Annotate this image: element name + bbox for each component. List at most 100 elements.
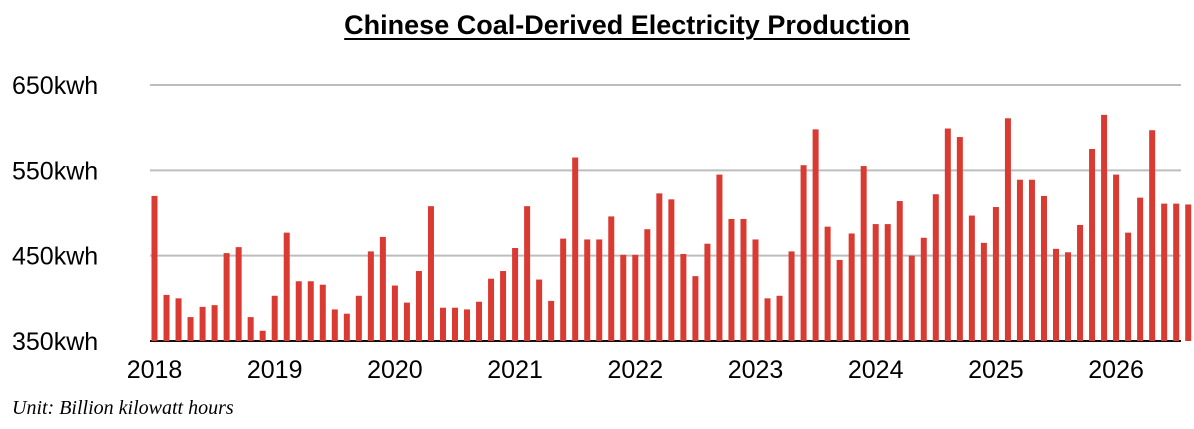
unit-note: Unit: Billion kilowatt hours xyxy=(12,397,234,419)
bar xyxy=(488,278,495,341)
bar xyxy=(1040,195,1047,341)
bar xyxy=(596,239,603,341)
bar xyxy=(524,206,531,341)
bar xyxy=(776,295,783,341)
bar xyxy=(572,157,579,341)
bar xyxy=(1161,203,1168,341)
bar xyxy=(319,284,326,341)
bar xyxy=(536,279,543,341)
x-tick-label: 2021 xyxy=(487,356,543,384)
bar xyxy=(668,199,675,341)
bar xyxy=(1173,203,1180,341)
bar xyxy=(968,215,975,341)
bar xyxy=(1065,252,1072,341)
bar xyxy=(740,218,747,341)
bar xyxy=(680,253,687,341)
bar xyxy=(476,301,483,341)
bar xyxy=(415,271,422,341)
bar xyxy=(860,166,867,341)
x-tick-label: 2025 xyxy=(968,356,1024,384)
bar xyxy=(512,247,519,341)
bar xyxy=(391,285,398,341)
y-tick-label: 350kwh xyxy=(12,328,98,356)
x-tick-label: 2020 xyxy=(367,356,423,384)
bar xyxy=(367,251,374,341)
bar xyxy=(704,243,711,341)
bar xyxy=(692,276,699,341)
x-tick-label: 2019 xyxy=(247,356,303,384)
x-tick-label: 2023 xyxy=(728,356,784,384)
bar xyxy=(608,216,615,341)
bar xyxy=(1016,179,1023,341)
bar xyxy=(379,236,386,341)
bar xyxy=(908,255,915,341)
bar xyxy=(560,238,567,341)
bar xyxy=(247,317,254,341)
bar xyxy=(271,295,278,341)
bar xyxy=(716,174,723,341)
bar xyxy=(199,306,206,341)
y-tick-label: 450kwh xyxy=(12,243,98,271)
bar xyxy=(752,239,759,341)
bar xyxy=(812,129,819,341)
bar xyxy=(439,307,446,341)
y-tick-label: 550kwh xyxy=(12,157,98,185)
bar xyxy=(211,305,218,341)
bar xyxy=(1004,118,1011,341)
bar xyxy=(1149,130,1156,341)
bar xyxy=(1053,248,1059,341)
bar xyxy=(259,330,266,341)
bar xyxy=(656,193,663,341)
bar xyxy=(1125,232,1132,341)
x-tick-label: 2022 xyxy=(607,356,663,384)
bar xyxy=(343,313,350,341)
bar xyxy=(403,302,410,341)
x-axis-ticks: 2018 2019 2020 2021 2022 2023 2024 2025 2026 xyxy=(127,356,1144,384)
bar xyxy=(331,309,338,341)
bar xyxy=(980,242,987,341)
bar xyxy=(644,229,651,341)
bar xyxy=(920,237,927,341)
bar xyxy=(836,259,843,341)
bar xyxy=(764,298,771,341)
bar xyxy=(1137,197,1144,341)
bar xyxy=(1101,114,1108,341)
bar xyxy=(163,294,170,341)
bar xyxy=(932,194,939,341)
bar xyxy=(235,247,242,341)
y-tick-label: 650kwh xyxy=(12,72,98,100)
bar xyxy=(944,128,951,341)
bar xyxy=(223,253,230,341)
bar xyxy=(620,254,627,341)
bar xyxy=(175,298,182,341)
x-tick-label: 2018 xyxy=(127,356,183,384)
bar xyxy=(788,251,795,341)
bar xyxy=(548,300,555,341)
bar xyxy=(848,233,855,341)
bar xyxy=(500,271,507,341)
bar xyxy=(355,295,362,341)
bar xyxy=(896,201,903,341)
x-tick-label: 2024 xyxy=(848,356,904,384)
gridlines xyxy=(150,84,1181,342)
bar xyxy=(800,165,807,341)
bar xyxy=(728,218,735,341)
bar xyxy=(1028,179,1035,341)
bar xyxy=(1077,224,1084,341)
chart-title: Chinese Coal-Derived Electricity Product… xyxy=(344,10,910,40)
bar xyxy=(992,207,999,341)
bar xyxy=(1089,149,1096,341)
bar xyxy=(584,239,591,341)
bar xyxy=(1185,204,1192,341)
y-axis-ticks: 650kwh 550kwh 450kwh 350kwh xyxy=(12,72,98,356)
bar xyxy=(824,226,831,341)
bar xyxy=(283,232,290,341)
bar xyxy=(295,281,302,341)
bar xyxy=(956,137,963,341)
bars xyxy=(151,114,1192,341)
bar xyxy=(884,224,891,341)
bar xyxy=(187,317,194,341)
bar xyxy=(151,195,158,341)
bar xyxy=(307,281,314,341)
